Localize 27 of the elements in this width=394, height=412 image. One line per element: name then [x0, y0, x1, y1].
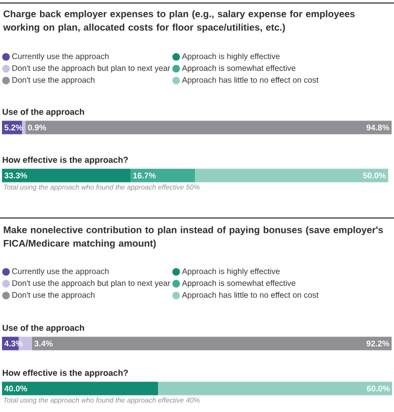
- data-label: 40.0%: [4, 386, 28, 392]
- data-label: 3.4%: [34, 340, 53, 346]
- data-label: 16.7%: [133, 172, 156, 178]
- legend-label: Don't use the approach but plan to next year: [12, 65, 170, 73]
- data-label: 94.8%: [366, 124, 390, 130]
- legend-label: Approach has little to no effect on cost: [182, 292, 319, 300]
- y-tick-label: How effective is the approach?: [2, 156, 128, 165]
- data-label: 0.9%: [28, 124, 46, 130]
- data-label: 33.3%: [4, 172, 28, 178]
- y-tick-label: How effective is the approach?: [2, 370, 128, 378]
- legend-label: Don't use the approach: [12, 292, 94, 300]
- legend-label: Currently use the approach: [12, 268, 109, 276]
- data-label: 50.0%: [363, 172, 386, 178]
- y-tick-label: Use of the approach: [2, 324, 84, 333]
- legend-label: Currently use the approach: [12, 53, 109, 61]
- chart-title: Charge back employer expenses to plan (e.g., salary expense for employees working on plan, allocated costs for floor space/utilities, etc.): [3, 10, 355, 33]
- legend-label: Approach has little to no effect on cost: [182, 76, 319, 84]
- legend-label: Don't use the approach: [12, 76, 94, 84]
- legend-label: Approach is highly effective: [182, 268, 280, 276]
- legend-label: Approach is somewhat effective: [182, 280, 296, 288]
- data-label: 60.0%: [366, 386, 390, 392]
- legend-label: Approach is somewhat effective: [182, 65, 296, 73]
- legend-label: Approach is highly effective: [182, 53, 280, 61]
- legend-label: Don't use the approach but plan to next year: [12, 280, 170, 288]
- y-tick-label: Use of the approach: [2, 108, 84, 117]
- chart-title: Make nonelective contribution to plan instead of paying bonuses (save employer's FICA/Medicare matching amount): [4, 226, 383, 249]
- data-label: 92.2%: [366, 340, 390, 346]
